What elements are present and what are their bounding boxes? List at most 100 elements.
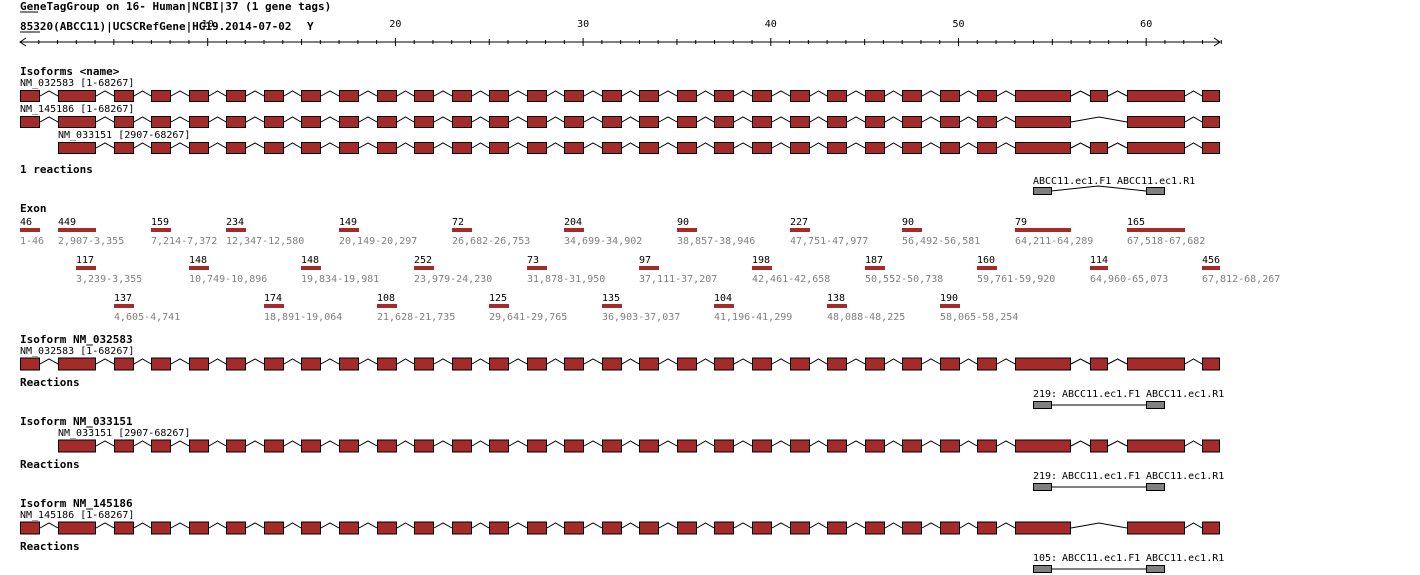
exon-bar[interactable] (58, 228, 96, 232)
exon-block[interactable] (414, 521, 434, 535)
exon-block[interactable] (1015, 357, 1071, 371)
exon-block[interactable] (865, 439, 885, 453)
exon-block[interactable] (339, 142, 359, 154)
exon-block[interactable] (414, 90, 434, 102)
exon-bar[interactable] (339, 228, 359, 232)
exon-block[interactable] (865, 521, 885, 535)
exon-bar[interactable] (1202, 266, 1220, 270)
exon-block[interactable] (865, 357, 885, 371)
exon-block[interactable] (714, 439, 734, 453)
exon-block[interactable] (20, 357, 40, 371)
exon-block[interactable] (264, 142, 284, 154)
exon-block[interactable] (20, 521, 40, 535)
exon-block[interactable] (1090, 90, 1108, 102)
exon-block[interactable] (752, 439, 772, 453)
exon-block[interactable] (639, 142, 659, 154)
exon-block[interactable] (1015, 142, 1071, 154)
exon-block[interactable] (151, 439, 171, 453)
exon-bar[interactable] (564, 228, 584, 232)
exon-block[interactable] (20, 116, 40, 128)
exon-bar[interactable] (902, 228, 922, 232)
exon-block[interactable] (452, 116, 472, 128)
exon-block[interactable] (677, 90, 697, 102)
exon-block[interactable] (301, 116, 321, 128)
exon-block[interactable] (58, 116, 96, 128)
exon-block[interactable] (977, 116, 997, 128)
exon-block[interactable] (264, 439, 284, 453)
exon-bar[interactable] (452, 228, 472, 232)
exon-block[interactable] (301, 521, 321, 535)
exon-block[interactable] (790, 142, 810, 154)
exon-block[interactable] (940, 116, 960, 128)
exon-block[interactable] (752, 90, 772, 102)
exon-bar[interactable] (114, 304, 134, 308)
exon-block[interactable] (714, 357, 734, 371)
exon-block[interactable] (827, 142, 847, 154)
exon-block[interactable] (714, 142, 734, 154)
exon-block[interactable] (1127, 142, 1185, 154)
exon-block[interactable] (226, 521, 246, 535)
exon-bar[interactable] (489, 304, 509, 308)
exon-block[interactable] (264, 116, 284, 128)
exon-block[interactable] (827, 357, 847, 371)
exon-block[interactable] (940, 142, 960, 154)
exon-bar[interactable] (76, 266, 96, 270)
exon-block[interactable] (114, 439, 134, 453)
exon-block[interactable] (827, 116, 847, 128)
exon-block[interactable] (339, 90, 359, 102)
exon-block[interactable] (977, 439, 997, 453)
exon-block[interactable] (827, 90, 847, 102)
reverse-primer-block[interactable] (1146, 565, 1165, 573)
exon-block[interactable] (114, 116, 134, 128)
exon-block[interactable] (189, 90, 209, 102)
exon-bar[interactable] (639, 266, 659, 270)
exon-block[interactable] (414, 357, 434, 371)
exon-bar[interactable] (865, 266, 885, 270)
reverse-primer-block[interactable] (1146, 187, 1165, 195)
exon-block[interactable] (414, 142, 434, 154)
exon-block[interactable] (377, 521, 397, 535)
exon-block[interactable] (226, 357, 246, 371)
exon-block[interactable] (527, 439, 547, 453)
exon-block[interactable] (1127, 439, 1185, 453)
exon-block[interactable] (639, 90, 659, 102)
exon-block[interactable] (301, 439, 321, 453)
exon-block[interactable] (151, 116, 171, 128)
exon-block[interactable] (339, 521, 359, 535)
exon-block[interactable] (452, 357, 472, 371)
exon-block[interactable] (452, 142, 472, 154)
exon-bar[interactable] (940, 304, 960, 308)
exon-block[interactable] (301, 90, 321, 102)
exon-block[interactable] (865, 142, 885, 154)
forward-primer-block[interactable] (1033, 187, 1052, 195)
exon-block[interactable] (977, 521, 997, 535)
exon-block[interactable] (339, 357, 359, 371)
exon-block[interactable] (902, 90, 922, 102)
exon-block[interactable] (564, 116, 584, 128)
exon-bar[interactable] (527, 266, 547, 270)
exon-block[interactable] (827, 439, 847, 453)
exon-bar[interactable] (790, 228, 810, 232)
exon-block[interactable] (527, 521, 547, 535)
exon-block[interactable] (114, 521, 134, 535)
exon-block[interactable] (564, 90, 584, 102)
exon-block[interactable] (1127, 521, 1185, 535)
exon-bar[interactable] (189, 266, 209, 270)
exon-block[interactable] (677, 142, 697, 154)
exon-block[interactable] (639, 521, 659, 535)
exon-block[interactable] (377, 116, 397, 128)
exon-bar[interactable] (20, 228, 40, 232)
exon-block[interactable] (452, 521, 472, 535)
exon-block[interactable] (1127, 357, 1185, 371)
exon-block[interactable] (189, 116, 209, 128)
exon-bar[interactable] (752, 266, 772, 270)
forward-primer-block[interactable] (1033, 565, 1052, 573)
exon-block[interactable] (151, 90, 171, 102)
exon-block[interactable] (677, 521, 697, 535)
exon-block[interactable] (790, 521, 810, 535)
reverse-primer-block[interactable] (1146, 401, 1165, 409)
exon-bar[interactable] (677, 228, 697, 232)
exon-block[interactable] (151, 521, 171, 535)
exon-block[interactable] (977, 142, 997, 154)
exon-block[interactable] (301, 142, 321, 154)
